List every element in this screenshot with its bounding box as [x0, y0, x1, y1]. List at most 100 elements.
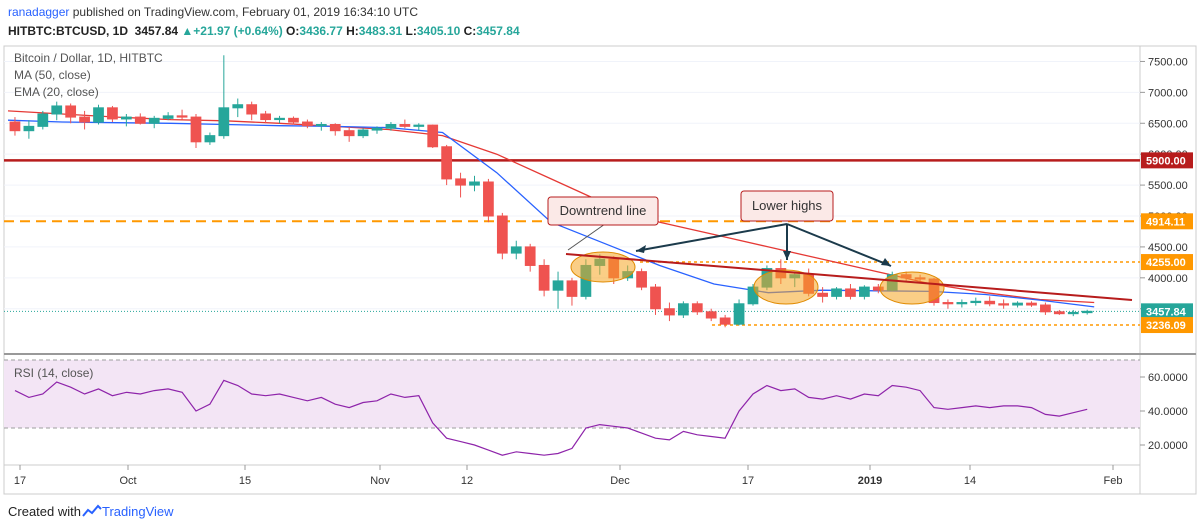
- candle-body: [1081, 310, 1093, 314]
- candle-body: [664, 308, 675, 316]
- price-tag: [1141, 317, 1193, 334]
- rsi-levels: [4, 359, 1140, 429]
- downtrend-line[interactable]: [565, 253, 1133, 301]
- candle-body: [538, 264, 550, 291]
- candle-body: [315, 124, 327, 127]
- candle-body: [93, 107, 104, 123]
- lower-highs-arrow-1: [635, 223, 788, 252]
- candle-body: [998, 303, 1010, 306]
- candle-body: [1012, 302, 1023, 306]
- time-tick-label: 12: [461, 475, 473, 487]
- rsi-tick-label: 60.0000: [1148, 372, 1188, 384]
- legend-ema[interactable]: EMA (20, close): [14, 85, 99, 99]
- price-tag-label: 4255.00: [1146, 257, 1186, 269]
- close-value: 3457.84: [476, 24, 520, 38]
- candle-body: [79, 116, 90, 123]
- candle-body: [371, 127, 383, 131]
- candle-body: [162, 115, 174, 119]
- price-tag-label: 5900.00: [1146, 155, 1186, 167]
- candle-body: [232, 104, 244, 109]
- time-axis: 17 Oct 15 Nov 12 Dec 17 2019 14 Feb: [14, 465, 1122, 487]
- candle-body: [399, 124, 411, 127]
- price-tick-label: 4500.00: [1148, 242, 1188, 254]
- lower-highs-arrow-3: [786, 223, 892, 267]
- candle-body: [496, 215, 508, 254]
- candle-body: [566, 280, 578, 297]
- price-tick-label: 5500.00: [1148, 180, 1188, 192]
- candle-body: [552, 280, 564, 291]
- chart-frame: [3, 45, 1197, 495]
- candle-body: [441, 146, 453, 180]
- candle-body: [677, 303, 689, 316]
- price-tag-label: 3457.84: [1146, 306, 1187, 318]
- tradingview-brand[interactable]: TradingView: [102, 504, 174, 519]
- candle-body: [427, 124, 439, 148]
- price-tag: [1141, 303, 1193, 320]
- candle-body: [9, 121, 21, 132]
- candle-body: [719, 317, 731, 325]
- candle-body: [636, 271, 647, 288]
- downtrend-callout: [547, 196, 659, 226]
- candle-body: [148, 117, 160, 124]
- price-tag: [1141, 152, 1193, 169]
- candle-body: [510, 246, 522, 254]
- open-value: 3436.77: [299, 24, 343, 38]
- candle-body: [455, 178, 466, 186]
- candle-body: [190, 116, 202, 143]
- time-tick-label: 15: [239, 475, 251, 487]
- tradingview-logo-icon: [82, 504, 102, 517]
- lower-high-highlight-3: [879, 271, 945, 305]
- candle-body: [51, 105, 63, 115]
- candle-body: [329, 124, 341, 132]
- candle-body: [845, 288, 856, 297]
- candle-body: [984, 300, 996, 305]
- legend-rsi[interactable]: RSI (14, close): [14, 366, 93, 380]
- rsi-tick-label: 20.0000: [1148, 440, 1188, 452]
- candle-body: [705, 311, 717, 319]
- close-label: C:: [463, 24, 477, 38]
- high-label: H:: [346, 24, 359, 38]
- time-tick-label: 2019: [858, 475, 882, 487]
- candle-body: [274, 117, 285, 121]
- price-tag-label: 3236.09: [1146, 320, 1186, 332]
- downtrend-callout-text: Downtrend line: [560, 203, 647, 218]
- price-tag: [1141, 213, 1193, 230]
- legend-title: Bitcoin / Dollar, 1D, HITBTC: [14, 51, 163, 65]
- chart-canvas[interactable]: 7500.007000.006500.006000.005500.005000.…: [0, 44, 1200, 496]
- candle-body: [23, 125, 35, 132]
- candle-body: [302, 121, 313, 127]
- footer: Created with TradingView: [0, 498, 1200, 527]
- candle-body: [970, 300, 982, 304]
- candle-body: [650, 286, 661, 310]
- candle-body: [956, 302, 968, 305]
- time-tick-label: Nov: [370, 475, 390, 487]
- candle-body: [65, 105, 77, 118]
- rsi-line: [14, 379, 1088, 456]
- price-tick-label: 4000.00: [1148, 273, 1188, 285]
- candle-body: [817, 292, 828, 297]
- high-value: 3483.31: [358, 24, 403, 38]
- lower-highs-callout: [740, 190, 834, 222]
- lower-high-highlight-1: [570, 251, 636, 283]
- lower-high-highlight-2: [753, 269, 819, 305]
- candle-body: [483, 181, 494, 217]
- candle-body: [413, 124, 425, 127]
- low-label: L:: [405, 24, 417, 38]
- price-tag-label: 4914.11: [1146, 216, 1185, 228]
- change-up-icon: ▲: [181, 24, 194, 38]
- low-value: 3405.10: [416, 24, 461, 38]
- legend-ma[interactable]: MA (50, close): [14, 68, 91, 82]
- candle-body: [691, 303, 703, 313]
- candle-body: [831, 288, 842, 297]
- candle-body: [37, 113, 49, 127]
- candle-body: [1040, 304, 1051, 313]
- candle-body: [288, 117, 299, 123]
- last-price: 3457.84: [134, 24, 179, 38]
- arrow-head-3-icon: [881, 258, 891, 266]
- candle-body: [1067, 311, 1079, 315]
- downtrend-callout-pointer: [567, 223, 606, 251]
- author-link[interactable]: ranadagger: [8, 5, 70, 19]
- candle-body: [260, 113, 271, 121]
- price-tick-label: 7000.00: [1148, 87, 1188, 99]
- candle-body: [733, 303, 745, 325]
